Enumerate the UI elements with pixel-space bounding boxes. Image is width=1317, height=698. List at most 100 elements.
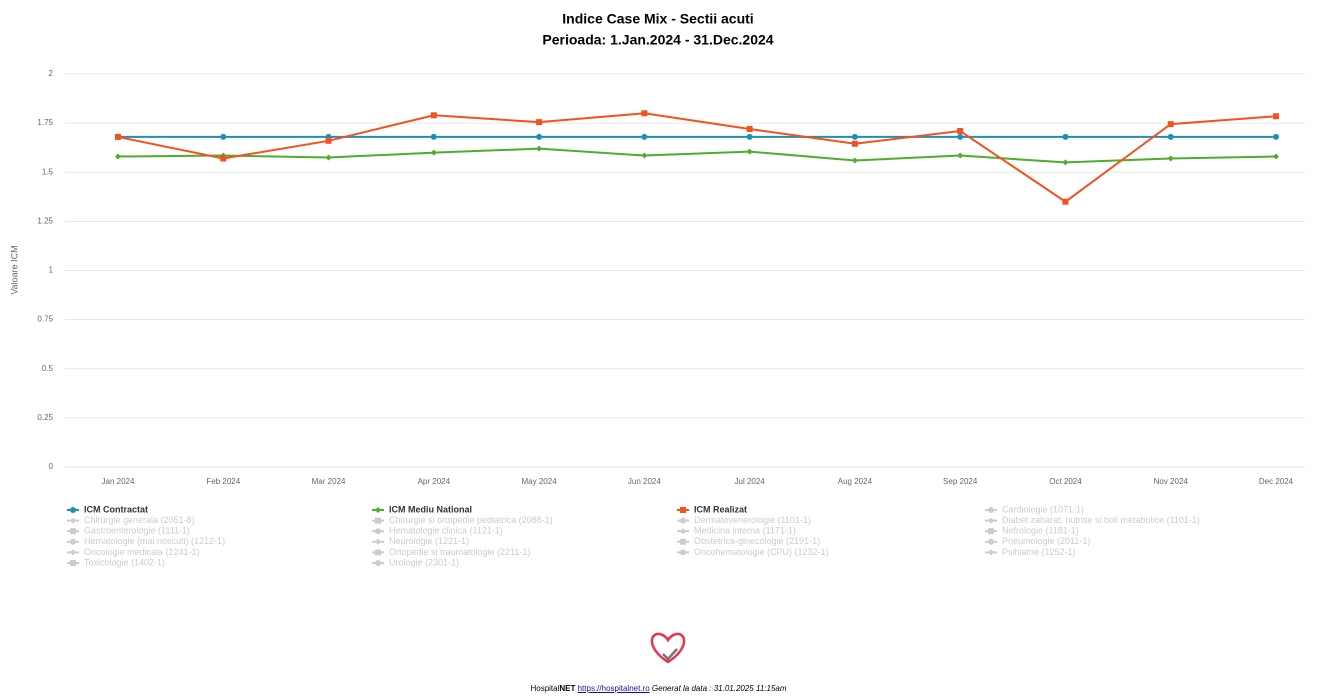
data-point bbox=[957, 127, 964, 134]
data-point bbox=[325, 154, 332, 161]
data-point bbox=[325, 137, 332, 144]
x-tick-label: Aug 2024 bbox=[838, 477, 873, 486]
y-tick-label: 2 bbox=[49, 69, 54, 78]
legend-item: Neurologie (1221-1) bbox=[389, 536, 469, 546]
data-point bbox=[220, 133, 227, 140]
generated: Generat la data : 31.01.2025 11:15am bbox=[651, 684, 787, 693]
data-point bbox=[746, 126, 753, 133]
legend-symbol bbox=[680, 549, 686, 556]
x-tick-label: Mar 2024 bbox=[312, 477, 346, 486]
data-point bbox=[115, 153, 121, 160]
legend-item: Oncohematologie (CPU) (1232-1) bbox=[694, 547, 829, 557]
legend-item: Ortopedie si traumatologie (2211-1) bbox=[389, 547, 530, 557]
data-point bbox=[430, 112, 437, 119]
legend-item: Urologie (2301-1) bbox=[389, 557, 459, 567]
legend-symbol bbox=[70, 538, 76, 545]
legend-symbol bbox=[70, 528, 76, 535]
data-point bbox=[1273, 153, 1279, 160]
legend-symbol bbox=[680, 538, 686, 545]
data-point bbox=[851, 157, 858, 164]
data-point bbox=[1273, 133, 1279, 140]
data-point bbox=[746, 148, 753, 155]
legend-symbol bbox=[988, 517, 994, 524]
y-tick-label: 0.25 bbox=[37, 413, 53, 422]
legend-item: Dermatovenerologie (1101-1) bbox=[694, 515, 811, 525]
y-tick-label: 1 bbox=[49, 266, 54, 275]
legend-symbol bbox=[70, 560, 76, 566]
legend-item: Medicina interna (1171-1) bbox=[694, 526, 796, 536]
data-point bbox=[851, 140, 858, 147]
legend-symbol bbox=[988, 549, 994, 556]
legend-item: Toxicologie (1402-1) bbox=[84, 557, 165, 567]
chart-subtitle: Perioada: 1.Jan.2024 - 31.Dec.2024 bbox=[542, 32, 773, 48]
x-tick-label: Jul 2024 bbox=[735, 477, 766, 486]
data-point bbox=[1062, 133, 1069, 140]
legend-item: ICM Realizat bbox=[694, 504, 747, 514]
logo bbox=[650, 632, 686, 664]
data-point bbox=[220, 155, 227, 162]
footer: HospitalNET https://hospitalnet.ro Gener… bbox=[0, 684, 1317, 693]
legend-item: Chirurgie si ortopedie pediatrica (2088-… bbox=[389, 515, 553, 525]
legend-symbol bbox=[680, 528, 686, 535]
legend-item: Obstetrica-ginecologie (2191-1) bbox=[694, 536, 820, 546]
y-tick-label: 0.5 bbox=[42, 364, 54, 373]
series-line bbox=[117, 112, 1277, 203]
legend-item: ICM Contractat bbox=[84, 504, 148, 514]
data-point bbox=[1062, 159, 1069, 166]
data-point bbox=[851, 133, 858, 140]
y-tick-label: 1.25 bbox=[37, 216, 53, 225]
y-tick-label: 0.75 bbox=[37, 315, 53, 324]
series-line bbox=[117, 147, 1277, 164]
data-point bbox=[536, 119, 543, 126]
x-tick-label: Jan 2024 bbox=[102, 477, 135, 486]
legend-symbol bbox=[375, 538, 381, 545]
brand: Hospital bbox=[530, 684, 560, 693]
legend-symbol bbox=[70, 517, 76, 524]
legend-symbol bbox=[680, 507, 686, 513]
data-point bbox=[1273, 113, 1279, 120]
x-tick-label: Feb 2024 bbox=[206, 477, 240, 486]
legend-item: Chirurgie generala (2051-8) bbox=[84, 515, 195, 525]
legend-symbol bbox=[375, 507, 381, 513]
data-point bbox=[957, 133, 964, 140]
y-tick-label: 1.5 bbox=[42, 167, 54, 176]
legend-item: Cardiologie (1071-1) bbox=[1002, 504, 1084, 514]
x-tick-label: Apr 2024 bbox=[418, 477, 451, 486]
brand-bold: NET bbox=[559, 684, 576, 693]
legend-symbol bbox=[70, 549, 76, 556]
data-point bbox=[430, 149, 437, 156]
legend-symbol bbox=[988, 507, 994, 513]
legend-item: Pneumologie (2011-1) bbox=[1002, 536, 1090, 546]
legend-symbol bbox=[988, 538, 994, 545]
data-point bbox=[957, 152, 964, 159]
x-tick-label: Oct 2024 bbox=[1049, 477, 1082, 486]
legend-item: Hematologie clinica (1121-1) bbox=[389, 526, 503, 536]
y-tick-label: 0 bbox=[49, 462, 54, 471]
legend-symbol bbox=[680, 517, 686, 524]
legend-symbol bbox=[70, 507, 76, 513]
data-point bbox=[1167, 155, 1174, 162]
data-point bbox=[1167, 133, 1174, 140]
legend-symbol bbox=[375, 517, 381, 524]
legend-item: Nefrologie (1181-1) bbox=[1002, 526, 1079, 536]
chart-title: Indice Case Mix - Sectii acuti bbox=[562, 11, 753, 27]
data-point bbox=[536, 145, 543, 152]
legend-item: Psihiatrie (1252-1) bbox=[1002, 547, 1076, 557]
legend-symbol bbox=[988, 528, 994, 535]
legend-item: ICM Mediu National bbox=[389, 504, 472, 514]
legend-symbol bbox=[375, 528, 381, 535]
legend-item: Gastroenterologie (1111-1) bbox=[84, 526, 190, 536]
link[interactable]: https://hospitalnet.ro bbox=[577, 684, 650, 693]
y-axis-label: Valoare ICM bbox=[9, 245, 19, 294]
legend-item: Hematologie (mai noscuti) (1212-1) bbox=[84, 536, 225, 546]
x-tick-label: Jun 2024 bbox=[628, 477, 661, 486]
data-point bbox=[641, 152, 648, 159]
x-tick-label: Dec 2024 bbox=[1259, 477, 1294, 486]
data-point bbox=[1167, 121, 1174, 128]
legend-symbol bbox=[375, 549, 381, 556]
legend-item: Oncologie medicala (1241-1) bbox=[84, 547, 200, 557]
x-tick-label: Nov 2024 bbox=[1154, 477, 1189, 486]
x-tick-label: Sep 2024 bbox=[943, 477, 978, 486]
y-tick-label: 1.75 bbox=[37, 118, 53, 127]
